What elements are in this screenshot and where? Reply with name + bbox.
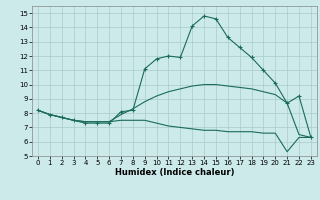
X-axis label: Humidex (Indice chaleur): Humidex (Indice chaleur) <box>115 168 234 177</box>
